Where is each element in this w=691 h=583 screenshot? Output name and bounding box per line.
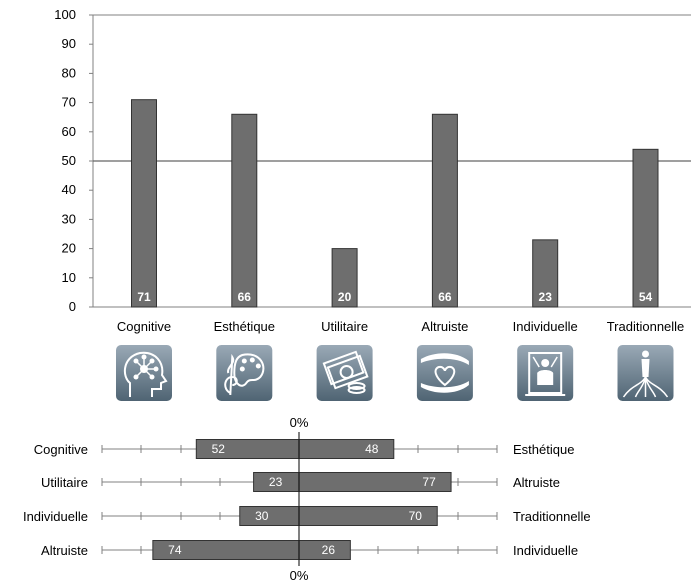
value-bar-chart: 0 10 20 30 40 50 60 70 80 90 100 71 Cognitive 66 Esthé…	[54, 7, 691, 334]
bar	[331, 248, 358, 308]
bar-value-label: 54	[639, 290, 653, 304]
row-right-label: Esthétique	[513, 442, 574, 457]
x-tick-label: Esthétique	[214, 319, 275, 334]
heart-hands-icon	[416, 345, 473, 401]
music-palette-icon	[216, 345, 273, 401]
bar	[131, 99, 157, 308]
y-tick-label: 70	[62, 95, 76, 110]
x-tick-label: Individuelle	[513, 319, 578, 334]
x-tick-label: Traditionnelle	[607, 319, 685, 334]
y-tick-label: 10	[62, 270, 76, 285]
bar	[632, 148, 659, 308]
left-segment-bar	[239, 506, 300, 526]
diverging-bar-chart: 0% 0% 52 48 Cognitive Esthétique 23 77 Utilitair…	[23, 415, 591, 583]
row-left-label: Altruiste	[41, 543, 88, 558]
y-tick-label: 90	[62, 36, 76, 51]
bar-value-label: 20	[338, 290, 352, 304]
y-tick-label: 50	[62, 153, 76, 168]
left-segment-label: 74	[168, 543, 182, 557]
left-segment-label: 52	[212, 442, 226, 456]
right-segment-label: 48	[365, 442, 379, 456]
bar	[431, 113, 458, 308]
bar-value-label: 66	[238, 290, 252, 304]
category-icons-row	[116, 345, 674, 401]
center-label-bottom: 0%	[290, 568, 309, 583]
right-segment-label: 26	[322, 543, 336, 557]
y-tick-label: 0	[69, 299, 76, 314]
bar-value-label: 66	[438, 290, 452, 304]
bar	[532, 239, 559, 308]
y-tick-label: 60	[62, 124, 76, 139]
right-segment-bar	[298, 439, 395, 459]
bar-value-label: 71	[137, 290, 151, 304]
center-label-top: 0%	[290, 415, 309, 430]
y-tick-label: 20	[62, 241, 76, 256]
x-tick-label: Utilitaire	[321, 319, 368, 334]
row-right-label: Traditionnelle	[513, 509, 591, 524]
row-left-label: Utilitaire	[41, 475, 88, 490]
left-segment-label: 23	[269, 475, 283, 489]
row-right-label: Individuelle	[513, 543, 578, 558]
row-right-label: Altruiste	[513, 475, 560, 490]
x-tick-label: Altruiste	[421, 319, 468, 334]
right-segment-label: 77	[422, 475, 436, 489]
brain-network-icon	[116, 345, 172, 401]
icon-background	[216, 345, 273, 401]
y-tick-label: 40	[62, 182, 76, 197]
y-tick-label: 30	[62, 211, 76, 226]
throne-person-icon	[517, 345, 574, 401]
right-segment-label: 70	[409, 509, 423, 523]
left-segment-label: 30	[255, 509, 269, 523]
y-tick-label: 100	[54, 7, 76, 22]
bar-value-label: 23	[539, 290, 553, 304]
row-left-label: Cognitive	[34, 442, 88, 457]
row-left-label: Individuelle	[23, 509, 88, 524]
y-tick-label: 80	[62, 65, 76, 80]
bar	[231, 113, 258, 308]
tree-roots-icon	[617, 345, 674, 401]
money-icon	[316, 345, 373, 401]
x-tick-label: Cognitive	[117, 319, 171, 334]
